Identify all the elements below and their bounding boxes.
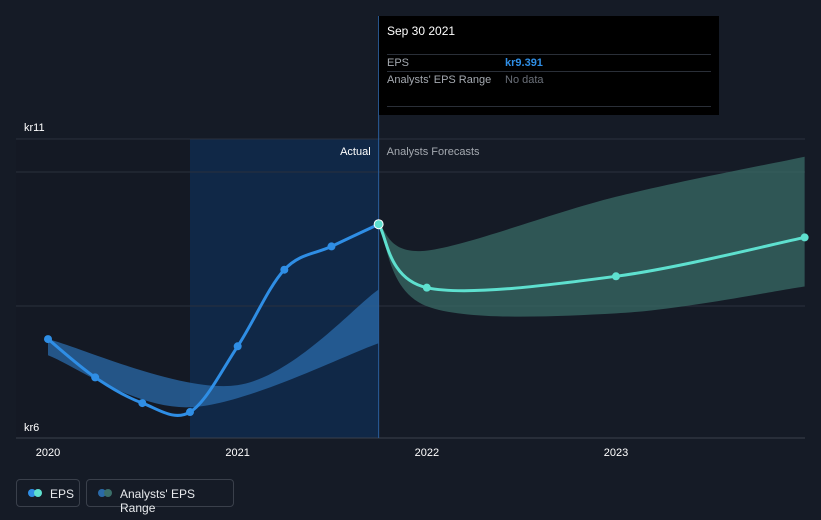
series-0-point-2: [138, 399, 147, 408]
legend-range-button[interactable]: Analysts' EPS Range: [86, 479, 234, 515]
series-0-point-4: [233, 342, 242, 351]
forecast-label: Analysts Forecasts: [387, 146, 480, 158]
range-area-0: [48, 289, 379, 408]
legend-range-label: Analysts' EPS Range: [120, 487, 195, 515]
x-tick-label-2020: 2020: [36, 447, 60, 459]
x-tick-label-2021: 2021: [225, 447, 249, 459]
x-tick-label-2022: 2022: [415, 447, 439, 459]
series-0-point-6: [327, 242, 336, 251]
y-tick-label-bottom: kr6: [24, 422, 39, 434]
legend-eps-button[interactable]: EPS: [16, 479, 80, 507]
actual-label: Actual: [340, 146, 371, 158]
tooltip-eps-label: EPS: [387, 57, 410, 69]
series-0-point-3: [186, 408, 194, 417]
highlight-marker: [373, 219, 384, 230]
tooltip: Sep 30 2021 EPS kr9.391 Analysts' EPS Ra…: [379, 16, 719, 115]
range-area-1: [378, 156, 805, 317]
eps-legend-icon: [28, 489, 44, 497]
tooltip-eps-value: kr9.391: [505, 57, 543, 69]
series-1-point-1: [422, 283, 431, 292]
y-tick-label-top: kr11: [24, 122, 45, 134]
series-0-point-5: [280, 265, 289, 274]
tooltip-range-value: No data: [505, 74, 544, 86]
series-0-point-0: [44, 335, 52, 344]
tooltip-date: Sep 30 2021: [387, 24, 456, 38]
series-line-1: [377, 222, 807, 293]
tooltip-range-label: Analysts' EPS Range: [387, 74, 492, 86]
series-1-point-3: [800, 233, 809, 242]
tooltip-eps-row: EPS kr9.391: [387, 54, 711, 72]
series-0-point-1: [91, 373, 100, 382]
series-1-point-2: [612, 272, 620, 281]
series-line-0: [46, 222, 381, 417]
x-tick-label-2023: 2023: [604, 447, 628, 459]
tooltip-range-row: Analysts' EPS Range No data: [387, 71, 711, 89]
tooltip-divider: [387, 106, 711, 107]
range-legend-icon: [98, 489, 114, 497]
legend-eps-label: EPS: [50, 487, 75, 501]
